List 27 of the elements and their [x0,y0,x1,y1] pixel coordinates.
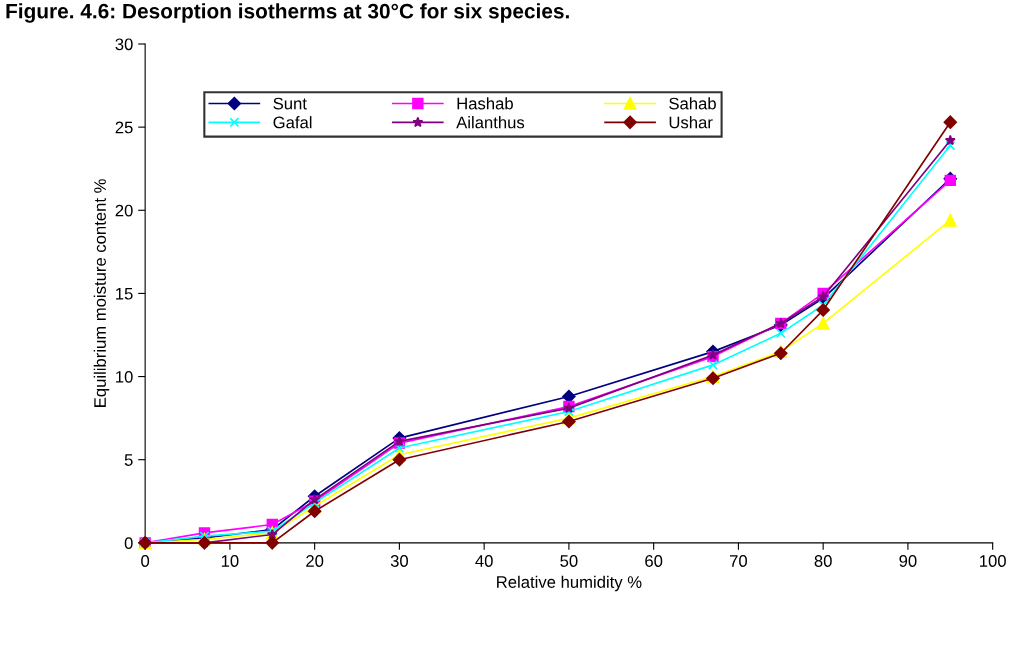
x-tick-label: 50 [560,555,578,567]
legend-label: Hashab [457,97,513,110]
x-tick-label: 0 [141,555,150,567]
y-tick-label: 20 [115,204,133,217]
legend-label: Sunt [273,97,307,110]
legend-label: Ushar [669,116,713,129]
y-tick-label: 30 [115,38,133,51]
x-tick-label: 40 [475,555,493,567]
x-tick-label: 10 [221,555,239,567]
x-tick-label: 30 [390,555,409,567]
y-tick-label: 10 [116,370,133,383]
y-tick-label: 15 [116,287,133,300]
y-tick-label: 25 [115,121,133,134]
y-axis-title: Equilibrium moisture content % [93,179,110,407]
chart-title: Figure. 4.6: Desorption isotherms at 30°C for six species. [6,3,569,23]
x-tick-label: 20 [306,555,324,567]
y-tick-label: 5 [124,454,133,466]
x-tick-label: 60 [645,555,663,567]
x-tick-label: 70 [730,555,748,567]
x-tick-label: 80 [814,555,832,567]
legend-label: Gafal [273,116,312,129]
x-tick-label: 100 [980,555,1006,567]
x-axis-title: Relative humidity % [497,575,642,592]
legend-label: Ailanthus [456,116,525,129]
legend-label: Sahab [669,97,716,110]
x-tick-label: 90 [899,555,917,567]
y-tick-label: 0 [124,537,133,550]
